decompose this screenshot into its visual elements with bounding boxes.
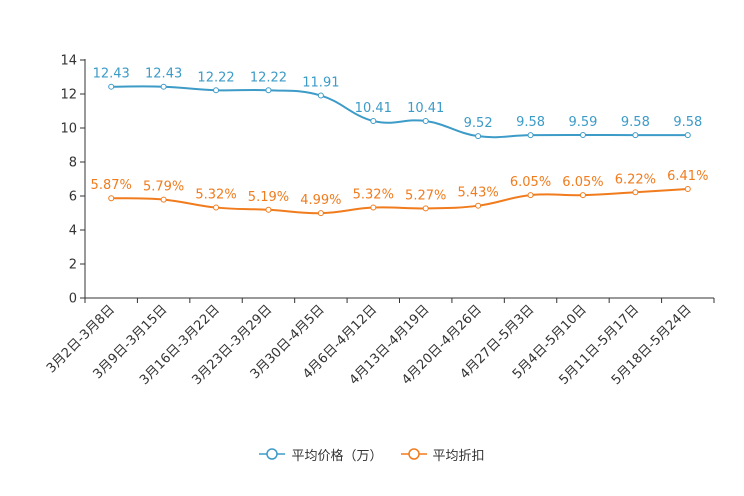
- data-label: 5.87%: [91, 178, 132, 193]
- data-label: 6.41%: [667, 169, 708, 184]
- data-point: [632, 189, 639, 196]
- data-point: [370, 204, 377, 211]
- legend-marker-icon: [400, 448, 427, 460]
- y-tick-label: 14: [60, 54, 77, 69]
- legend-circle: [266, 448, 279, 460]
- data-point: [527, 132, 534, 139]
- data-point: [422, 118, 429, 125]
- legend-item-avg-discount[interactable]: 平均折扣: [400, 445, 485, 464]
- data-point: [160, 196, 167, 203]
- data-label: 9.58: [621, 115, 650, 130]
- data-label: 12.43: [93, 67, 130, 82]
- data-point: [579, 131, 586, 138]
- data-label: 5.43%: [457, 186, 498, 201]
- data-point: [475, 133, 482, 140]
- y-tick-label: 8: [69, 156, 77, 171]
- data-label: 9.59: [568, 115, 597, 130]
- data-point: [579, 192, 586, 199]
- data-point: [632, 132, 639, 139]
- data-label: 9.52: [464, 116, 493, 131]
- chart-data-labels: 12.43 12.43 12.22 12.22 11.91 10.41 10.41 9.52 9…: [91, 67, 709, 208]
- y-tick-label: 0: [69, 292, 77, 307]
- data-label: 5.79%: [143, 180, 184, 195]
- y-tick-label: 10: [60, 122, 77, 137]
- data-point: [422, 205, 429, 212]
- data-label: 5.32%: [353, 188, 394, 203]
- data-point: [370, 118, 377, 125]
- data-label: 12.22: [197, 70, 234, 85]
- data-label: 11.91: [302, 76, 339, 91]
- chart-series: [108, 83, 691, 217]
- data-label: 5.32%: [195, 188, 236, 203]
- data-point: [475, 202, 482, 209]
- data-label: 10.41: [355, 101, 392, 116]
- data-label: 6.05%: [510, 175, 551, 190]
- data-point: [108, 83, 115, 90]
- y-tick-label: 2: [69, 258, 77, 273]
- data-point: [213, 204, 220, 211]
- data-label: 4.99%: [300, 193, 341, 208]
- data-label: 10.41: [407, 101, 444, 116]
- data-point: [317, 92, 324, 99]
- data-label: 9.58: [673, 115, 702, 130]
- data-point: [684, 186, 691, 193]
- legend-marker-icon: [259, 448, 286, 460]
- data-point: [108, 195, 115, 202]
- data-label: 6.05%: [562, 175, 603, 190]
- data-label: 5.27%: [405, 188, 446, 203]
- legend-item-avg-price[interactable]: 平均价格（万）: [259, 445, 383, 464]
- data-label: 12.43: [145, 67, 182, 82]
- data-point: [317, 210, 324, 217]
- data-point: [265, 206, 272, 213]
- series-line-avg-discount: [111, 188, 688, 215]
- y-tick-label: 4: [69, 224, 77, 239]
- chart-legend: 平均价格（万） 平均折扣: [0, 443, 744, 465]
- data-label: 6.22%: [615, 172, 656, 187]
- data-point: [265, 87, 272, 94]
- data-label: 12.22: [250, 70, 287, 85]
- data-label: 5.19%: [248, 190, 289, 205]
- legend-label: 平均折扣: [432, 448, 485, 464]
- data-label: 9.58: [516, 115, 545, 130]
- data-point: [684, 132, 691, 139]
- data-point: [527, 192, 534, 199]
- series-line-avg-price: [111, 85, 688, 139]
- legend-circle: [407, 448, 420, 460]
- y-tick-label: 12: [60, 88, 77, 103]
- data-point: [160, 83, 167, 90]
- data-point: [213, 87, 220, 94]
- legend-label: 平均价格（万）: [291, 448, 383, 464]
- y-tick-label: 6: [69, 190, 77, 205]
